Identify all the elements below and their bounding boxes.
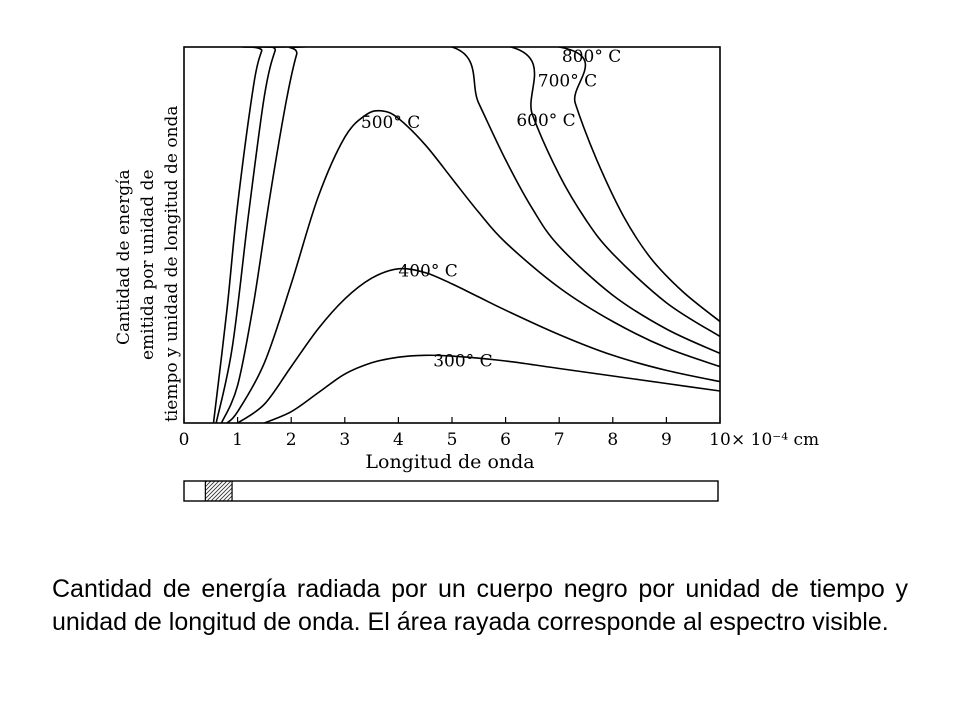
x-tick-label: 5 — [447, 430, 458, 450]
x-tick-label: 1 — [232, 430, 243, 450]
blackbody-chart: 300° C 400° C 500° C 600° C 700° C 800° C 0 1 2… — [114, 46, 819, 502]
x-tick-label: 9 — [661, 430, 672, 450]
figure-caption: Cantidad de energía radiada por un cuerp… — [52, 575, 908, 636]
visible-spectrum-hatched — [205, 481, 233, 501]
x-tick-label: 8 — [607, 430, 618, 450]
y-axis-label-line-2: emitida por unidad de — [138, 169, 158, 360]
curve-label-800c: 800° C — [562, 47, 621, 67]
curve-500c — [226, 109, 720, 423]
x-tick-label: 3 — [339, 430, 350, 450]
spectrum-bar — [183, 480, 719, 502]
curve-label-300c: 300° C — [433, 352, 492, 372]
x-tick-label: 0 — [179, 430, 190, 450]
y-axis-label-line-1: Cantidad de energía — [114, 169, 134, 345]
curve-label-500c: 500° C — [361, 113, 420, 133]
x-ticks-group: 0 1 2 3 4 5 6 7 8 9 10 — [179, 417, 731, 450]
curve-300c — [264, 354, 720, 423]
x-tick-label: 2 — [286, 430, 297, 450]
curve-400c — [237, 267, 720, 423]
x-tick-label: 6 — [500, 430, 511, 450]
curve-label-600c: 600° C — [516, 111, 575, 131]
curve-label-700c: 700° C — [538, 71, 597, 91]
y-axis-label-line-3: tiempo y unidad de longitud de onda — [162, 105, 182, 422]
y-axis-label: Cantidad de energía — [114, 169, 134, 345]
x-tick-label: 10 — [709, 430, 731, 450]
curves-group — [212, 47, 720, 423]
curve-700c — [215, 47, 720, 423]
curve-800c — [212, 47, 720, 423]
curve-label-400c: 400° C — [398, 261, 457, 281]
x-axis-label: Longitud de onda — [365, 451, 534, 473]
x-axis-unit: × 10⁻⁴ cm — [731, 430, 819, 450]
curve-600c — [220, 47, 720, 423]
curve-labels-group: 300° C 400° C 500° C 600° C 700° C 800° C — [361, 47, 621, 372]
x-tick-label: 4 — [393, 430, 404, 450]
y-axis-label: tiempo y unidad de longitud de onda — [162, 105, 182, 422]
x-tick-label: 7 — [554, 430, 565, 450]
y-axis-label: emitida por unidad de — [138, 169, 158, 360]
spectrum-bar-frame — [183, 480, 719, 502]
